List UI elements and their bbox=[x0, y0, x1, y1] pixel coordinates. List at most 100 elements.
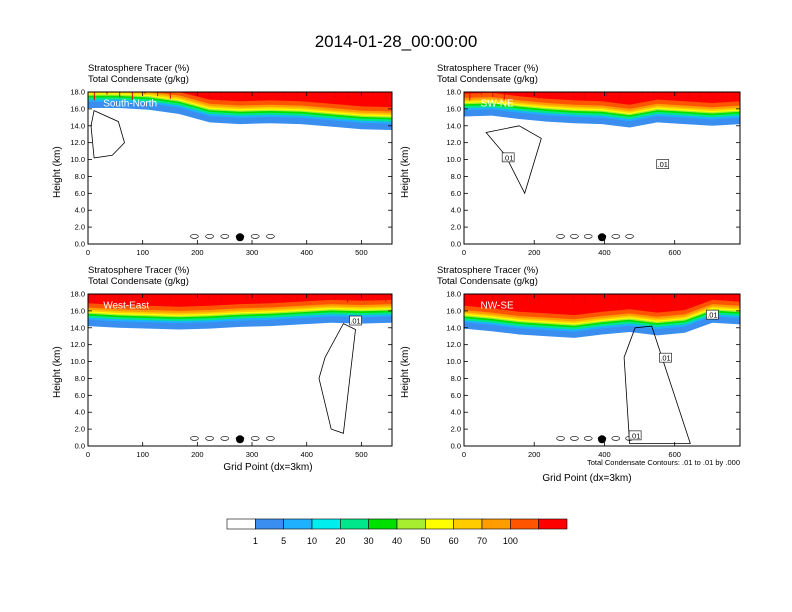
y-tick-label: 10.0 bbox=[446, 155, 461, 164]
x-tick-label: 400 bbox=[598, 450, 611, 459]
x-tick-label: 300 bbox=[246, 248, 259, 257]
tracer-layer bbox=[464, 294, 740, 316]
y-tick-label: 8.0 bbox=[75, 172, 85, 181]
low-contour bbox=[583, 234, 593, 239]
y-tick-label: 0.0 bbox=[451, 442, 461, 451]
y-tick-label: 14.0 bbox=[70, 323, 85, 332]
panel-2-ylabel: Height (km) bbox=[52, 346, 63, 398]
low-contour bbox=[190, 436, 199, 441]
colorbar-label: 10 bbox=[307, 536, 317, 546]
y-tick-label: 0.0 bbox=[75, 240, 85, 249]
colorbar-box bbox=[340, 518, 369, 530]
contour-label: .01 bbox=[660, 354, 670, 363]
x-tick-label: 300 bbox=[246, 450, 259, 459]
colorbar-box bbox=[226, 518, 256, 530]
colorbar-label: 1 bbox=[253, 536, 258, 546]
panel-2-xlabel: Grid Point (dx=3km) bbox=[223, 462, 313, 473]
x-tick-label: 600 bbox=[668, 450, 681, 459]
panel-sw-ne: .01 .01 SW-NE 0.0 2.0 4.0 6.0 8.0 10.0 12.0 14.0 16… bbox=[446, 88, 741, 257]
y-tick-label: 16.0 bbox=[446, 306, 461, 315]
tracer-layer bbox=[464, 92, 740, 105]
low-contour bbox=[611, 436, 621, 441]
colorbar-box bbox=[255, 518, 284, 530]
panel-1-subtitle-condensate: Total Condensate (g/kg) bbox=[437, 74, 538, 85]
contour-label: .01 bbox=[350, 317, 360, 326]
plot-frame bbox=[87, 293, 393, 447]
colorbar-box bbox=[311, 518, 341, 530]
panel-name: SW-NE bbox=[481, 98, 514, 109]
low-contour bbox=[556, 234, 565, 239]
colorbar-box bbox=[283, 518, 313, 530]
x-tick-label: 100 bbox=[136, 248, 149, 257]
tracer-layer bbox=[88, 92, 392, 108]
low-contour bbox=[266, 234, 275, 239]
y-tick-label: 6.0 bbox=[75, 391, 85, 400]
y-tick-label: 18.0 bbox=[446, 290, 461, 299]
panel-1-subtitle: Stratosphere Tracer (%) Total Condensate… bbox=[437, 63, 538, 85]
x-tick-label: 200 bbox=[528, 450, 541, 459]
low-contour bbox=[190, 234, 199, 239]
y-tick-label: 16.0 bbox=[70, 104, 85, 113]
y-tick-label: 8.0 bbox=[451, 172, 461, 181]
colorbar-box bbox=[481, 518, 511, 530]
colorbar-label: 30 bbox=[364, 536, 374, 546]
colorbar-label: 20 bbox=[335, 536, 345, 546]
contour-label: .01 bbox=[630, 431, 640, 440]
x-tick-label: 400 bbox=[300, 450, 313, 459]
low-contour bbox=[266, 436, 275, 441]
colorbar-box bbox=[538, 518, 568, 530]
plot-frame bbox=[87, 91, 393, 245]
contour-label: .01 bbox=[503, 153, 513, 162]
low-contour bbox=[250, 234, 260, 239]
low-contour bbox=[220, 234, 230, 239]
y-tick-label: 18.0 bbox=[446, 88, 461, 97]
panel-3-footnote: Total Condensate Contours: .01 to .01 by… bbox=[586, 458, 740, 467]
low-contour bbox=[570, 436, 579, 441]
y-tick-label: 14.0 bbox=[446, 323, 461, 332]
panel-nw-se: .01 .01 .01 NW-SE 0.0 2.0 4.0 6.0 8.0 10.0 12.0 14.… bbox=[446, 290, 741, 459]
condensate-contour bbox=[485, 125, 542, 195]
y-tick-label: 16.0 bbox=[70, 306, 85, 315]
panel-name: NW-SE bbox=[481, 300, 514, 311]
y-tick-label: 12.0 bbox=[70, 340, 85, 349]
panel-name: West-East bbox=[103, 300, 149, 311]
low-contour bbox=[583, 436, 593, 441]
contour-label-box bbox=[501, 152, 515, 163]
y-tick-label: 8.0 bbox=[75, 374, 85, 383]
panel-south-north: South-North 0.0 2.0 4.0 6.0 8.0 10.0 12.0 14.0 16… bbox=[70, 88, 393, 257]
colorbar-label: 60 bbox=[449, 536, 459, 546]
y-tick-label: 0.0 bbox=[451, 240, 461, 249]
location-dot bbox=[598, 233, 606, 242]
colorbar-box bbox=[396, 518, 426, 530]
panel-1-ylabel: Height (km) bbox=[400, 146, 411, 198]
tracer-layer bbox=[88, 294, 392, 307]
x-tick-label: 400 bbox=[598, 248, 611, 257]
low-contour bbox=[556, 436, 565, 441]
panel-0-ylabel: Height (km) bbox=[52, 146, 63, 198]
panel-3-xlabel: Grid Point (dx=3km) bbox=[542, 473, 632, 484]
colorbar-label: 5 bbox=[281, 536, 286, 546]
panel-2-subtitle: Stratosphere Tracer (%) Total Condensate… bbox=[88, 265, 189, 287]
low-contour bbox=[250, 436, 260, 441]
panel-0-subtitle-condensate: Total Condensate (g/kg) bbox=[88, 74, 189, 85]
x-tick-label: 200 bbox=[191, 248, 204, 257]
y-tick-label: 14.0 bbox=[446, 121, 461, 130]
plot-frame bbox=[463, 91, 741, 245]
location-dot bbox=[236, 435, 244, 444]
y-tick-label: 10.0 bbox=[70, 357, 85, 366]
contour-label: .01 bbox=[707, 311, 717, 320]
low-contour bbox=[205, 234, 214, 239]
y-tick-label: 12.0 bbox=[70, 138, 85, 147]
low-contour bbox=[570, 234, 579, 239]
y-tick-label: 2.0 bbox=[451, 223, 461, 232]
y-tick-label: 2.0 bbox=[451, 425, 461, 434]
y-tick-label: 8.0 bbox=[451, 374, 461, 383]
contour-label-box bbox=[656, 159, 670, 169]
x-tick-label: 500 bbox=[355, 450, 368, 459]
y-tick-label: 16.0 bbox=[446, 104, 461, 113]
y-tick-label: 2.0 bbox=[75, 425, 85, 434]
x-tick-label: 200 bbox=[191, 450, 204, 459]
panel-3-subtitle-tracer: Stratosphere Tracer (%) bbox=[437, 265, 539, 276]
panel-2-subtitle-tracer: Stratosphere Tracer (%) bbox=[88, 265, 190, 276]
